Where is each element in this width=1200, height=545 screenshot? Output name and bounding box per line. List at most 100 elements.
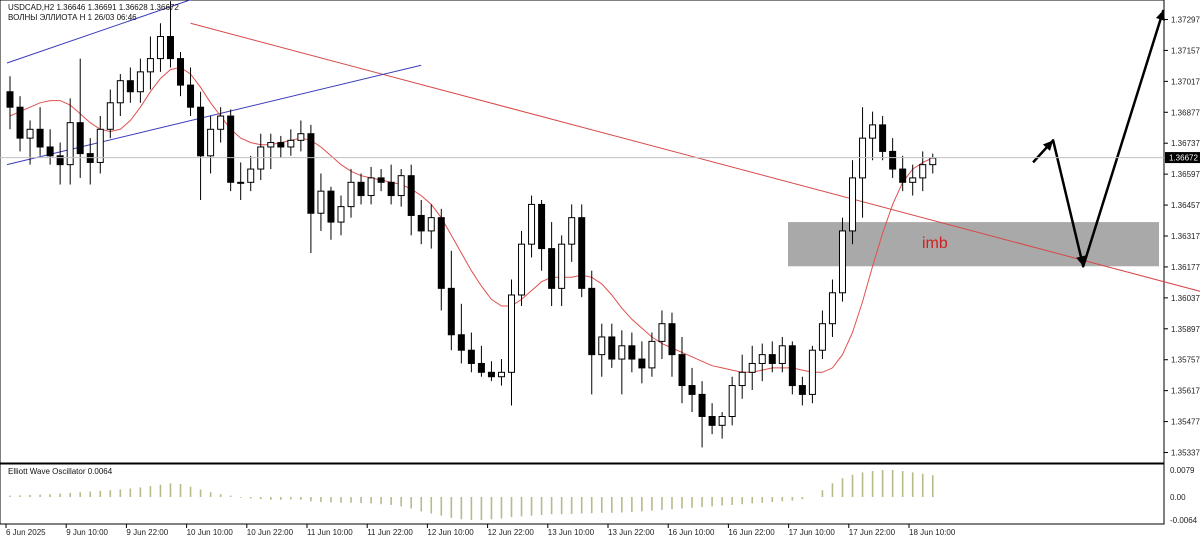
candle[interactable] bbox=[447, 250, 455, 351]
candle[interactable] bbox=[598, 323, 606, 377]
candle[interactable] bbox=[427, 204, 435, 249]
candle[interactable] bbox=[96, 116, 104, 174]
candle[interactable] bbox=[126, 67, 134, 103]
candle[interactable] bbox=[327, 186, 335, 240]
candle[interactable] bbox=[568, 204, 576, 262]
candle[interactable] bbox=[718, 412, 726, 439]
candle[interactable] bbox=[337, 195, 345, 236]
price-axis-label: 1.36737 bbox=[1171, 139, 1200, 148]
candle[interactable] bbox=[487, 361, 495, 382]
candle[interactable] bbox=[367, 166, 375, 205]
candle[interactable] bbox=[618, 330, 626, 395]
candle[interactable] bbox=[407, 164, 415, 236]
candle[interactable] bbox=[869, 111, 877, 161]
candle-body bbox=[638, 358, 646, 369]
candle[interactable] bbox=[849, 160, 857, 245]
candle[interactable] bbox=[247, 155, 255, 192]
candle[interactable] bbox=[528, 195, 536, 258]
candle[interactable] bbox=[277, 135, 285, 159]
candle[interactable] bbox=[347, 169, 355, 218]
candle[interactable] bbox=[828, 279, 836, 337]
candle[interactable] bbox=[578, 204, 586, 298]
candle[interactable] bbox=[738, 354, 746, 399]
candle[interactable] bbox=[387, 164, 395, 205]
price-axis-label: 1.35617 bbox=[1171, 387, 1200, 396]
candle[interactable] bbox=[879, 116, 887, 161]
projection-path[interactable] bbox=[1032, 9, 1165, 268]
candle-body bbox=[156, 36, 164, 60]
candle[interactable] bbox=[106, 89, 114, 139]
candle[interactable] bbox=[899, 155, 907, 192]
candle[interactable] bbox=[508, 279, 515, 406]
candle[interactable] bbox=[187, 67, 195, 117]
candle[interactable] bbox=[437, 208, 445, 311]
candle[interactable] bbox=[748, 345, 756, 390]
candle-body bbox=[568, 217, 576, 245]
blue-channel-line-2[interactable] bbox=[6, 64, 422, 166]
candle[interactable] bbox=[909, 164, 917, 196]
candle[interactable] bbox=[708, 403, 716, 435]
candle[interactable] bbox=[638, 341, 646, 384]
price-axis-label: 1.36177 bbox=[1171, 263, 1200, 272]
candle[interactable] bbox=[678, 336, 686, 404]
candle[interactable] bbox=[397, 169, 405, 207]
candle[interactable] bbox=[658, 310, 666, 360]
candle[interactable] bbox=[808, 345, 816, 404]
candle[interactable] bbox=[267, 133, 275, 170]
candle[interactable] bbox=[177, 51, 185, 97]
blue-channel-line-1[interactable] bbox=[6, 0, 251, 64]
candle[interactable] bbox=[538, 199, 546, 271]
candle-body bbox=[658, 323, 666, 342]
time-axis-label: 17 Jun 10:00 bbox=[789, 528, 836, 537]
candle[interactable] bbox=[467, 332, 475, 373]
candle[interactable] bbox=[818, 310, 826, 360]
candle[interactable] bbox=[477, 345, 485, 377]
candle[interactable] bbox=[698, 381, 706, 448]
candle[interactable] bbox=[197, 91, 205, 200]
candle[interactable] bbox=[136, 58, 144, 103]
candle[interactable] bbox=[357, 173, 365, 205]
candle-body bbox=[6, 91, 14, 108]
candle[interactable] bbox=[728, 376, 736, 426]
candle[interactable] bbox=[16, 96, 24, 152]
candle[interactable] bbox=[768, 341, 776, 373]
candle[interactable] bbox=[307, 124, 315, 254]
candle[interactable] bbox=[778, 336, 786, 373]
candle[interactable] bbox=[628, 332, 636, 373]
candle[interactable] bbox=[588, 270, 596, 395]
candle[interactable] bbox=[66, 98, 74, 185]
candle[interactable] bbox=[217, 107, 225, 143]
candle[interactable] bbox=[558, 235, 566, 307]
candle[interactable] bbox=[377, 169, 385, 192]
candle[interactable] bbox=[146, 36, 154, 90]
candle[interactable] bbox=[838, 217, 846, 302]
candle[interactable] bbox=[166, 1, 174, 68]
candle[interactable] bbox=[548, 222, 556, 307]
candle[interactable] bbox=[237, 162, 245, 200]
candle[interactable] bbox=[156, 23, 164, 72]
candle-body bbox=[457, 334, 465, 351]
candle[interactable] bbox=[36, 107, 44, 156]
candle[interactable] bbox=[227, 109, 235, 192]
candle[interactable] bbox=[497, 359, 505, 386]
candle[interactable] bbox=[317, 173, 325, 231]
candle[interactable] bbox=[207, 116, 215, 174]
candle[interactable] bbox=[417, 199, 425, 245]
candle[interactable] bbox=[688, 367, 696, 413]
candle[interactable] bbox=[457, 303, 465, 364]
candle[interactable] bbox=[758, 343, 766, 382]
candle[interactable] bbox=[608, 323, 616, 368]
candle[interactable] bbox=[297, 120, 305, 152]
candle[interactable] bbox=[798, 376, 806, 406]
candle[interactable] bbox=[668, 312, 676, 377]
candle[interactable] bbox=[56, 142, 64, 185]
candle[interactable] bbox=[518, 230, 526, 307]
candle[interactable] bbox=[6, 76, 14, 130]
candle[interactable] bbox=[287, 129, 295, 156]
price-axis-label: 1.35757 bbox=[1171, 356, 1200, 365]
candle[interactable] bbox=[788, 341, 796, 395]
candle[interactable] bbox=[648, 332, 656, 377]
candle[interactable] bbox=[46, 129, 54, 165]
candle[interactable] bbox=[116, 74, 124, 117]
